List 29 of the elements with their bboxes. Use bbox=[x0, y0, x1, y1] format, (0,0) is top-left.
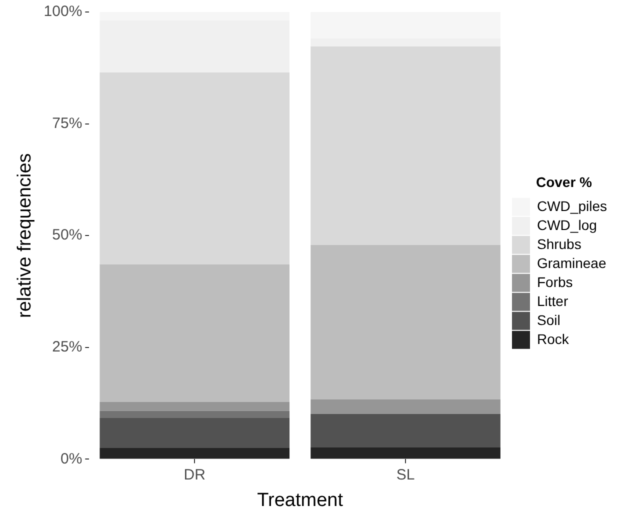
legend-label: Soil bbox=[536, 312, 560, 328]
bar bbox=[100, 72, 290, 264]
legend-label: Forbs bbox=[536, 274, 573, 290]
bar bbox=[310, 447, 500, 459]
y-tick-label: 50% bbox=[52, 226, 82, 244]
bar bbox=[310, 414, 500, 448]
x-axis-title: Treatment bbox=[257, 490, 344, 511]
bar bbox=[310, 46, 500, 245]
y-tick-label: 75% bbox=[52, 114, 82, 132]
bar bbox=[100, 264, 290, 402]
legend-label: Gramineae bbox=[536, 254, 606, 271]
legend-label: CWD_log bbox=[536, 216, 597, 233]
legend-label: CWD_piles bbox=[536, 198, 607, 214]
bar bbox=[310, 244, 500, 400]
legend-label: Rock bbox=[536, 330, 570, 347]
x-tick-label: SL bbox=[396, 466, 415, 484]
bar bbox=[100, 418, 290, 448]
bar bbox=[100, 410, 290, 418]
bar bbox=[100, 448, 290, 459]
y-tick-label: 25% bbox=[52, 338, 82, 356]
x-tick-label: DR bbox=[184, 466, 206, 484]
y-tick-label: 0% bbox=[60, 450, 82, 468]
bar bbox=[310, 399, 500, 414]
y-tick-label: 100% bbox=[44, 3, 82, 20]
legend-label: Litter bbox=[536, 292, 568, 309]
legend-label: Shrubs bbox=[536, 236, 582, 252]
y-axis-title: relative frequencies bbox=[14, 153, 36, 318]
legend-title: Cover % bbox=[536, 174, 593, 190]
bar bbox=[100, 402, 290, 411]
